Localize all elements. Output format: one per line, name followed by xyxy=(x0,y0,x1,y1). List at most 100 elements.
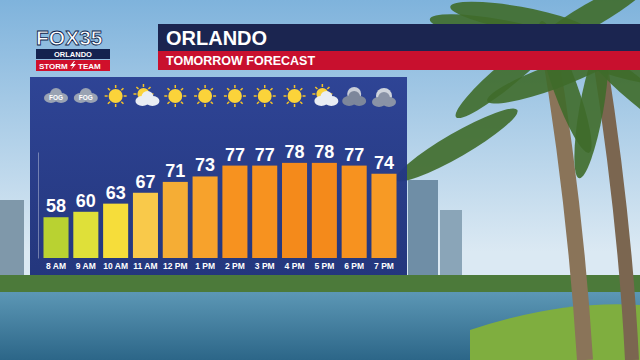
sun-ray xyxy=(115,85,117,88)
y-axis xyxy=(38,153,39,259)
sun-ray xyxy=(197,102,199,104)
sun-ray xyxy=(108,88,110,90)
sun-ray xyxy=(294,104,296,107)
data-label: 63 xyxy=(106,183,126,203)
sun-ray xyxy=(167,102,169,104)
sun-ray xyxy=(300,88,302,90)
x-tick-label: 11 AM xyxy=(133,261,157,271)
sun-disc xyxy=(288,89,302,103)
logo-tag: TEAM xyxy=(78,62,101,71)
sun-disc xyxy=(198,89,212,103)
data-label: 60 xyxy=(76,191,96,211)
icon-sun xyxy=(284,85,306,107)
x-tick-label: 12 PM xyxy=(163,261,188,271)
x-tick-label: 9 AM xyxy=(76,261,96,271)
panel xyxy=(30,77,407,275)
data-label: 77 xyxy=(225,145,245,165)
sun-ray xyxy=(164,95,167,97)
cloud-part xyxy=(141,91,153,103)
sun-ray xyxy=(270,88,272,90)
sun-ray xyxy=(204,85,206,88)
logo: FOX35ORLANDOSTORMTEAM xyxy=(36,26,110,71)
sun-ray xyxy=(136,87,138,89)
sun-ray xyxy=(148,87,150,89)
bar xyxy=(193,176,218,258)
icon-partly xyxy=(312,84,338,106)
icon-sun xyxy=(224,85,246,107)
cloud-part xyxy=(320,91,332,103)
sun-ray xyxy=(234,104,236,107)
bar xyxy=(133,193,158,258)
icon-sun xyxy=(194,85,216,107)
x-tick: 1 PM xyxy=(195,258,215,271)
x-tick-label: 2 PM xyxy=(225,261,245,271)
x-tick-label: 1 PM xyxy=(195,261,215,271)
data-label: 77 xyxy=(255,145,275,165)
sun-ray xyxy=(121,102,123,104)
x-tick: 6 PM xyxy=(344,258,364,271)
sky xyxy=(0,0,640,360)
icon-fog xyxy=(74,88,98,103)
bar xyxy=(103,204,128,258)
cloud-part xyxy=(378,92,390,104)
x-tick: 11 AM xyxy=(133,258,157,271)
sun-ray xyxy=(213,95,216,97)
x-tick-label: 4 PM xyxy=(285,261,305,271)
x-tick-label: 5 PM xyxy=(314,261,334,271)
sun-ray xyxy=(287,88,289,90)
x-tick-label: 10 AM xyxy=(103,261,128,271)
icon-partly xyxy=(133,84,159,106)
title-bar xyxy=(158,24,640,51)
sun-ray xyxy=(105,95,108,97)
sun-ray xyxy=(264,85,266,88)
cloud-part xyxy=(348,91,360,103)
sun-ray xyxy=(303,95,306,97)
y-axis-line xyxy=(38,153,39,259)
annotation: FOG xyxy=(79,94,93,101)
bar xyxy=(342,166,367,258)
sun-ray xyxy=(284,95,287,97)
sun-ray xyxy=(243,95,246,97)
sun-ray xyxy=(257,102,259,104)
sun-ray xyxy=(175,104,177,107)
sun-ray xyxy=(312,93,315,95)
sun-ray xyxy=(124,95,127,97)
sun-ray xyxy=(197,88,199,90)
bar xyxy=(312,163,337,258)
data-label: 78 xyxy=(314,142,334,162)
title: ORLANDO xyxy=(166,27,267,49)
grass xyxy=(470,304,640,360)
sun-ray xyxy=(254,95,257,97)
bar xyxy=(252,166,277,258)
x-tick: 10 AM xyxy=(103,258,128,271)
sun-ray xyxy=(224,95,227,97)
x-tick-label: 3 PM xyxy=(255,261,275,271)
icon-night-cloud xyxy=(342,87,366,106)
bar xyxy=(371,174,396,258)
icon-sun xyxy=(105,85,127,107)
sun-ray xyxy=(121,88,123,90)
sun-ray xyxy=(257,88,259,90)
sun-ray xyxy=(241,88,243,90)
x-tick: 5 PM xyxy=(314,258,334,271)
bar xyxy=(43,217,68,258)
sun-ray xyxy=(322,84,324,87)
sun-ray xyxy=(273,95,276,97)
logo-text: FOX35 xyxy=(36,26,103,49)
sun-ray xyxy=(327,87,329,89)
x-tick: 12 PM xyxy=(163,258,188,271)
sun-ray xyxy=(234,85,236,88)
logo-tag-band xyxy=(36,60,110,71)
lake xyxy=(0,292,640,360)
x-tick: 9 AM xyxy=(76,258,96,271)
sun-ray xyxy=(270,102,272,104)
palm-frond xyxy=(390,100,523,191)
sun-ray xyxy=(115,104,117,107)
x-axis: 8 AM9 AM10 AM11 AM12 PM1 PM2 PM3 PM4 PM5… xyxy=(43,258,399,271)
x-axis-line xyxy=(43,258,399,259)
bar xyxy=(282,163,307,258)
forecast-graphic: FOX35ORLANDOSTORMTEAMORLANDOTOMORROW FOR… xyxy=(0,0,640,360)
bar xyxy=(163,182,188,258)
logo-tag: STORM xyxy=(39,62,68,71)
x-tick: 2 PM xyxy=(225,258,245,271)
